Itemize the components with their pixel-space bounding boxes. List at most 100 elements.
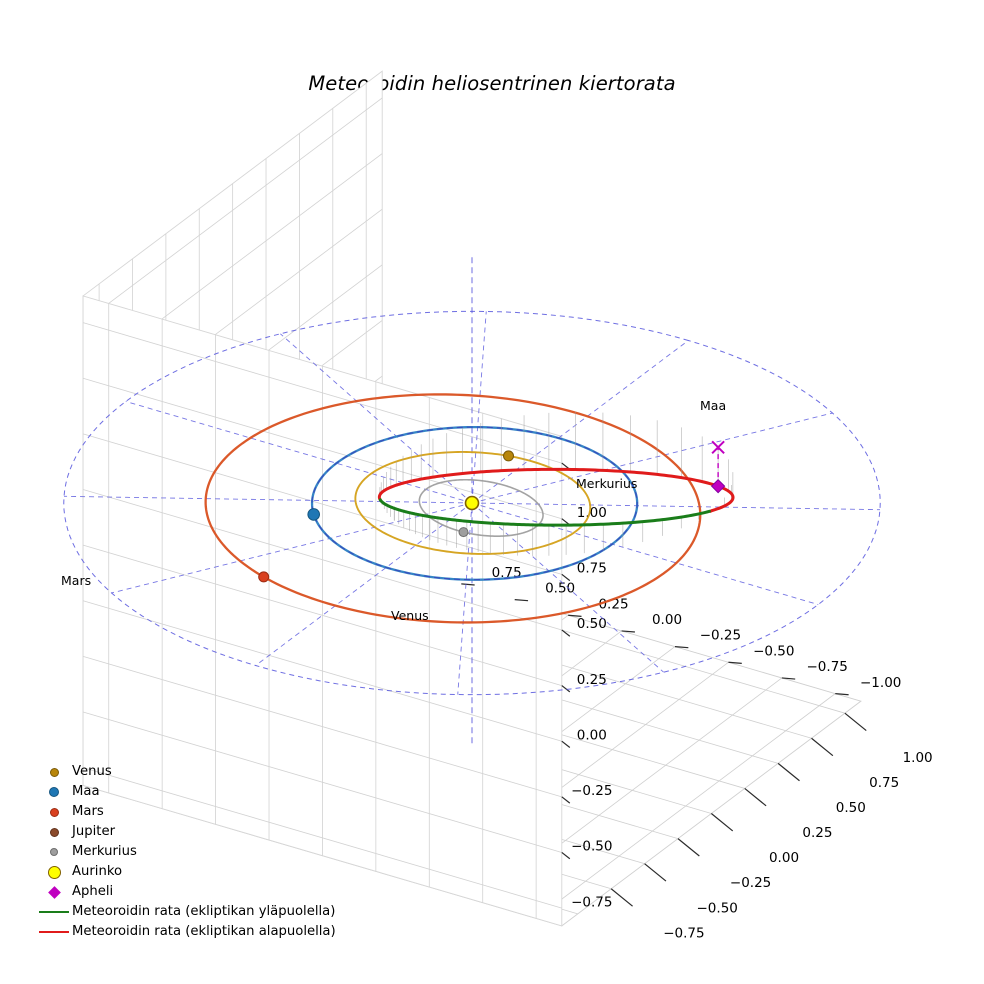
planet-marker-mars[interactable] (258, 571, 270, 583)
legend-line-swatch (36, 922, 72, 942)
annotation-label-mars: Mars (61, 573, 91, 588)
annotation-label-maa: Maa (700, 398, 726, 413)
z-axis-tick (561, 573, 571, 582)
meteoroid-path-above-ecliptic (392, 506, 711, 527)
legend-item-label: Meteoroidin rata (ekliptikan yläpuolella… (72, 904, 336, 919)
z-tick-label-7: −0.75 (571, 894, 612, 910)
x-tick-label-0: −0.75 (663, 925, 704, 941)
legend-item-venus[interactable]: Venus (36, 762, 366, 782)
sun-marker[interactable] (464, 495, 480, 511)
dot-marker-icon (47, 865, 61, 879)
x-tick-label-1: −0.50 (697, 900, 738, 916)
y-axis-tick (781, 677, 796, 680)
planet-orbits (204, 393, 702, 624)
ecliptic-spoke (125, 401, 473, 504)
ecliptic-spoke (471, 340, 689, 504)
y-axis-tick (568, 614, 582, 617)
annotation-label-venus: Venus (391, 608, 429, 623)
line-swatch (39, 931, 69, 933)
orbit-maa-projection (311, 426, 638, 581)
z-tick-label-1: 0.75 (577, 561, 607, 577)
z-axis-tick (561, 740, 571, 748)
wall-gridline (82, 433, 562, 575)
x-tick-label-6: 0.75 (869, 775, 899, 791)
planet-marker-merkurius[interactable] (458, 527, 469, 538)
planet-marker-venus[interactable] (503, 450, 514, 462)
legend-item-label: Maa (72, 784, 100, 799)
x-axis-tick (844, 712, 867, 732)
legend-item-aurinko[interactable]: Aurinko (36, 862, 366, 882)
planet-marker-maa[interactable] (307, 508, 321, 521)
z-tick-label-2: 0.50 (577, 616, 607, 632)
y-axis-tick (835, 693, 849, 696)
wall-gridline (82, 544, 562, 686)
y-tick-label-6: 0.50 (545, 581, 575, 597)
y-axis-tick (674, 646, 689, 649)
x-tick-label-5: 0.50 (836, 800, 866, 816)
z-tick-label-3: 0.25 (577, 672, 607, 688)
legend-dot-marker (36, 862, 72, 882)
y-tick-label-0: −1.00 (860, 675, 901, 691)
ecliptic-spoke (471, 502, 664, 673)
x-axis-tick (811, 737, 834, 757)
aphelion-projection-x-marker (711, 440, 725, 454)
legend-item-label: Aurinko (72, 864, 123, 879)
x-axis-tick (610, 888, 633, 907)
x-axis-tick (777, 762, 800, 782)
ecliptic-spoke (471, 502, 819, 605)
dot-marker-icon (50, 848, 58, 856)
legend-dot-marker (36, 802, 72, 822)
aphelion-diamond-marker (710, 478, 726, 494)
legend-item-meteoroidin[interactable]: Meteoroidin rata (ekliptikan alapuolella… (36, 922, 366, 942)
y-tick-label-4: 0.00 (652, 612, 682, 628)
x-axis-tick (677, 838, 700, 857)
aphelion-group (710, 440, 726, 494)
orbit-mars (204, 393, 702, 624)
legend-item-label: Venus (72, 764, 112, 779)
body-markers (258, 450, 514, 583)
x-tick-label-7: 1.00 (903, 750, 933, 766)
legend-item-maa[interactable]: Maa (36, 782, 366, 802)
body-annotations: Maa Merkurius Venus Mars (61, 398, 726, 623)
z-axis-tick (561, 629, 571, 637)
line-swatch (39, 911, 69, 913)
x-axis-tick (744, 787, 767, 807)
dot-marker-icon (49, 767, 59, 777)
z-tick-label-4: 0.00 (577, 728, 607, 744)
page-title: Meteoroidin heliosentrinen kiertorata (308, 72, 676, 95)
y-axis-tick (728, 661, 742, 664)
legend-item-merkurius[interactable]: Merkurius (36, 842, 366, 862)
wall-gridline (82, 97, 383, 323)
ecliptic-spoke (111, 502, 473, 594)
legend-item-meteoroidin[interactable]: Meteoroidin rata (ekliptikan yläpuolella… (36, 902, 366, 922)
ecliptic-spoke (280, 333, 473, 504)
wall-gridline (82, 489, 562, 631)
z-axis-tick (561, 851, 571, 860)
orbit-merkurius (418, 478, 544, 537)
axis-group: 1.000.750.500.250.00−0.25−0.50−0.75−0.75… (461, 462, 933, 941)
annotation-label-merkurius: Merkurius (576, 476, 637, 491)
legend-line-swatch (36, 902, 72, 922)
z-axis-tick (561, 685, 571, 693)
legend-item-jupiter[interactable]: Jupiter (36, 822, 366, 842)
legend-item-apheli[interactable]: Apheli (36, 882, 366, 902)
x-tick-label-3: 0.00 (769, 850, 799, 866)
y-tick-label-5: 0.25 (598, 596, 628, 612)
legend: Venus Maa Mars Jupiter Merkurius Aurinko Aphel… (36, 762, 366, 942)
meteoroid-path-above-ecliptic (378, 498, 396, 510)
ecliptic-spoke (255, 502, 473, 666)
legend-item-label: Apheli (72, 884, 114, 899)
legend-item-mars[interactable]: Mars (36, 802, 366, 822)
orbit-venus (354, 451, 592, 555)
y-axis-tick (621, 630, 635, 633)
wall-gridline (82, 322, 562, 464)
legend-dot-marker (36, 822, 72, 842)
y-axis-tick (461, 583, 475, 586)
legend-item-label: Meteoroidin rata (ekliptikan alapuolella… (72, 924, 336, 939)
y-axis-tick (514, 598, 529, 602)
legend-item-label: Merkurius (72, 844, 137, 859)
z-axis-tick (561, 796, 571, 804)
x-axis-tick (710, 813, 734, 832)
